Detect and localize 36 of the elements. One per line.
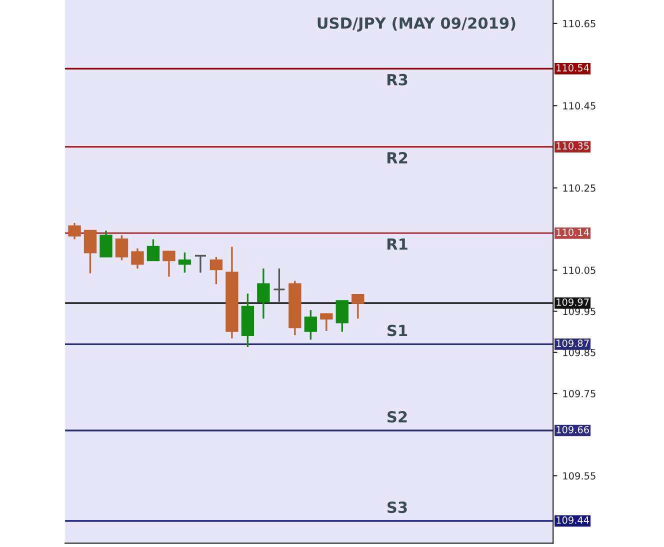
ref-line-label: R2	[387, 152, 408, 164]
ref-line-label: R1	[387, 238, 408, 250]
ref-line-label: S1	[388, 324, 408, 336]
candlestick	[257, 268, 270, 320]
annotation: 109.44	[556, 516, 590, 524]
y-tick-label: 110.45	[563, 102, 596, 110]
annotation: 110.14	[556, 228, 590, 236]
candlestick	[304, 309, 318, 340]
candlestick	[100, 230, 112, 258]
annotation: 110.54	[556, 64, 590, 72]
y-tick-label: 109.55	[563, 472, 596, 480]
candlestick	[115, 234, 128, 262]
y-tick-label: 110.25	[563, 184, 596, 192]
candlestick	[146, 238, 160, 262]
y-tick-label: 109.75	[563, 390, 596, 398]
candlestick	[68, 222, 81, 240]
candlestick	[84, 229, 97, 274]
y-tick-label: 110.05	[563, 266, 596, 274]
candlestick	[336, 300, 348, 333]
candlestick	[194, 254, 207, 274]
ref-line-label: S2	[388, 411, 407, 423]
annotation: 109.66	[556, 426, 589, 434]
ref-line-label: R3	[387, 74, 408, 86]
candlestick	[272, 268, 286, 303]
candlestick	[210, 256, 223, 285]
annotation: 109.97	[556, 298, 589, 306]
y-tick-label: 110.65	[563, 20, 596, 28]
candlestick	[178, 252, 192, 274]
candlestick	[352, 294, 364, 320]
annotation: 110.35	[556, 142, 589, 150]
ref-line-label: S3	[388, 502, 407, 514]
candlestick	[131, 248, 144, 270]
candlestick	[162, 250, 176, 278]
candlestick	[320, 312, 333, 332]
annotation: 109.87	[556, 340, 589, 347]
text: USD/JPY (MAY 09/2019)	[318, 17, 516, 32]
